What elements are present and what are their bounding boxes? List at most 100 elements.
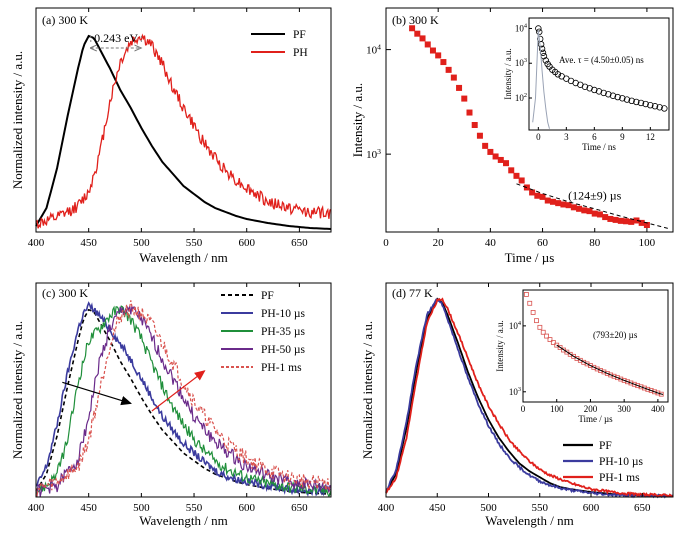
panel-b-lifetime-label: (124±9) µs xyxy=(568,188,621,202)
panel-b-xtick-label-100: 100 xyxy=(639,237,656,249)
panel-a: 400 450 500 550 600 650 Wavelength / nm Normali… xyxy=(10,7,332,265)
panel-d-inset-point-30 xyxy=(625,379,630,385)
panel-b-inset-point-26 xyxy=(619,95,626,102)
panel-d: 400 450 500 550 600 650 Wavelength / nm Normali… xyxy=(360,282,674,528)
panel-d-inset-point-32 xyxy=(631,381,637,387)
panel-b-point-1 xyxy=(414,30,421,37)
panel-b-fit-line xyxy=(516,183,668,229)
panel-d-inset: 0 100 200 300 400 103 104 Time / µs Intensity / … xyxy=(495,289,669,424)
panel-b-point-34 xyxy=(586,208,593,215)
panel-c-legend-label-0: PF xyxy=(261,290,274,302)
panel-b-point-19 xyxy=(508,167,515,174)
panel-b-label: (b) 300 K xyxy=(392,13,439,27)
panel-b-point-39 xyxy=(612,216,619,223)
panel-c-legend-label-1: PH-10 µs xyxy=(261,308,306,320)
panel-d-inset-point-7 xyxy=(547,337,553,342)
panel-b-xtick-label-0: 0 xyxy=(383,237,389,249)
panel-a-xtick-label-500: 500 xyxy=(133,237,150,249)
panel-c-arrow-black xyxy=(62,381,132,406)
panel-b-inset-ytick-label-100: 102 xyxy=(515,92,527,103)
panel-d-legend-label-2: PH-1 ms xyxy=(599,472,640,484)
panel-d-inset-xtick-label-400: 400 xyxy=(651,404,665,414)
panel-d-xtick-label-550: 550 xyxy=(532,502,549,514)
panel-b-point-32 xyxy=(576,205,583,212)
panel-b-point-7 xyxy=(445,66,452,73)
panel-d-frame xyxy=(385,282,674,498)
panel-b-inset-point-4 xyxy=(538,45,546,53)
panel-d-xlabel: Wavelength / nm xyxy=(485,513,574,528)
panel-d-inset-point-28 xyxy=(618,376,624,382)
panel-d-label: (d) 77 K xyxy=(392,286,433,300)
panel-b-inset-point-27 xyxy=(623,96,631,103)
panel-a-gap-label: 0.243 eV xyxy=(94,31,138,45)
panel-b-inset-point-18 xyxy=(581,83,589,90)
panel-c-xtick-label-550: 550 xyxy=(186,502,203,514)
panel-d-inset-ytick-label-1000: 103 xyxy=(509,386,521,397)
panel-c-arrow-red xyxy=(151,370,206,412)
panel-d-inset-point-21 xyxy=(594,366,600,372)
panel-a-legend-label-PF: PF xyxy=(293,29,306,41)
panel-b-point-33 xyxy=(581,207,588,214)
panel-b-inset-point-33 xyxy=(651,103,659,110)
panel-c: 400 450 500 550 600 650 Wavelength / nm Normali… xyxy=(10,282,332,528)
panel-b-inset-point-30 xyxy=(637,99,645,107)
panel-d-inset-frame xyxy=(522,289,669,403)
panel-d-inset-point-38 xyxy=(652,389,657,395)
panel-d-legend-label-0: PF xyxy=(599,440,612,452)
panel-b-point-17 xyxy=(497,156,504,163)
panel-c-label: (c) 300 K xyxy=(42,286,88,300)
panel-b-point-42 xyxy=(628,218,635,225)
panel-b-point-11 xyxy=(466,109,473,116)
panel-b-inset-point-23 xyxy=(605,91,612,98)
panel-b-xtick-label-40: 40 xyxy=(485,237,497,249)
panel-d-inset-point-4 xyxy=(537,324,543,330)
panel-d-inset-point-37 xyxy=(648,387,654,393)
panel-a-xtick-label-600: 600 xyxy=(238,237,255,249)
panel-b-point-5 xyxy=(435,52,442,59)
panel-c-series-PH-35-µs xyxy=(35,305,332,498)
panel-b-point-12 xyxy=(471,122,478,129)
panel-d-ylabel: Normalized intensity / a.u. xyxy=(360,321,375,459)
panel-c-xtick-label-450: 450 xyxy=(80,502,97,514)
panel-b-point-26 xyxy=(544,197,551,204)
panel-b-point-41 xyxy=(623,218,630,225)
panel-b-point-3 xyxy=(424,41,431,48)
panel-b-point-10 xyxy=(461,95,468,102)
panel-b-inset-point-32 xyxy=(647,102,654,109)
panel-a-legend-label-PH: PH xyxy=(293,47,308,59)
panel-d-xtick-label-500: 500 xyxy=(480,502,497,514)
panel-b-point-44 xyxy=(638,219,645,226)
panel-b-inset-point-28 xyxy=(628,97,635,105)
panel-b-inset-xtick-label-6: 6 xyxy=(592,132,597,142)
panel-d-inset-point-34 xyxy=(638,384,644,390)
panel-b-inset-ylabel: Intensity / a.u. xyxy=(503,48,513,100)
panel-d-xtick-label-650: 650 xyxy=(634,502,651,514)
panel-d-xtick-label-600: 600 xyxy=(583,502,600,514)
panel-b-point-8 xyxy=(450,74,457,81)
panel-d-inset-point-23 xyxy=(601,369,607,375)
panel-c-legend-label-4: PH-1 ms xyxy=(261,362,302,374)
panel-b-inset-xtick-label-0: 0 xyxy=(536,132,541,142)
panel-d-inset-point-39 xyxy=(655,390,661,396)
panel-d-inset-point-24 xyxy=(604,371,610,376)
panel-d-inset-point-36 xyxy=(645,386,651,392)
panel-b-ytick-label-1000: 103 xyxy=(366,147,381,161)
panel-d-inset-point-5 xyxy=(540,329,546,335)
panel-d-inset-ytick-label-10000: 104 xyxy=(509,320,522,331)
panel-b-xtick-label-60: 60 xyxy=(537,237,549,249)
panel-b-point-15 xyxy=(487,148,494,155)
panel-d-inset-point-26 xyxy=(611,373,617,379)
panel-d-series-PH-1-ms xyxy=(385,297,674,498)
panel-d-inset-xtick-label-300: 300 xyxy=(617,404,631,414)
panel-b-inset-xtick-label-3: 3 xyxy=(564,132,569,142)
panel-b-xtick-label-20: 20 xyxy=(433,237,445,249)
panel-b-inset-point-19 xyxy=(586,85,593,92)
panel-d-inset-point-2 xyxy=(530,310,536,315)
panel-d-inset-xtick-label-0: 0 xyxy=(521,404,526,414)
panel-d-inset-point-33 xyxy=(635,383,641,389)
panel-a-xlabel: Wavelength / nm xyxy=(139,250,228,265)
panel-c-ylabel: Normalized intensity / a.u. xyxy=(10,321,25,459)
panel-b-point-37 xyxy=(602,214,609,221)
panel-d-inset-point-17 xyxy=(581,359,587,365)
